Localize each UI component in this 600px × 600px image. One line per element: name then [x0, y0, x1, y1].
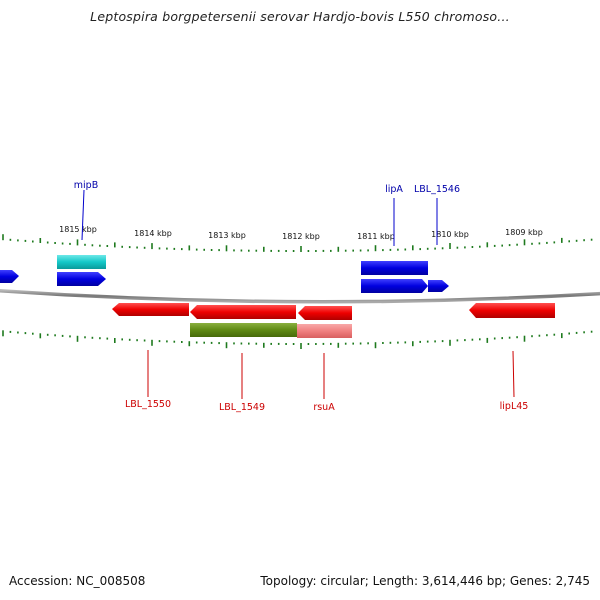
ruler-label-1815: 1815 kbp: [59, 225, 97, 234]
accession-text: Accession: NC_008508: [9, 574, 146, 588]
ruler-label-1810: 1810 kbp: [431, 230, 469, 239]
gene-label-lbl-1546[interactable]: LBL_1546: [414, 184, 460, 195]
gene-arrow-forward[interactable]: [0, 270, 19, 283]
ruler-label-1814: 1814 kbp: [134, 229, 172, 238]
cds-feature-olive[interactable]: [190, 323, 297, 337]
gene-arrow-forward[interactable]: [428, 280, 449, 292]
page-title: Leptospira borgpetersenii serovar Hardjo…: [90, 9, 510, 24]
gene-arrow-forward[interactable]: [361, 279, 428, 293]
gene-label-lbl-1550[interactable]: LBL_1550: [125, 399, 171, 410]
ruler-ticks-bottom: [2, 330, 593, 349]
reverse-strand-features: [112, 303, 555, 338]
cds-feature-pink[interactable]: [297, 324, 352, 338]
top-gene-labels: mipB lipA LBL_1546: [74, 180, 460, 246]
ruler-labels: 1815 kbp 1814 kbp 1813 kbp 1812 kbp 1811…: [59, 225, 543, 241]
ruler-label-1812: 1812 kbp: [282, 232, 320, 241]
gene-label-lipl45[interactable]: lipL45: [500, 401, 529, 412]
gene-arrow-reverse[interactable]: [190, 305, 296, 319]
gene-label-lbl-1549[interactable]: LBL_1549: [219, 402, 265, 413]
ruler-ticks-top: [2, 234, 593, 252]
cds-feature-cyan[interactable]: [57, 255, 106, 269]
gene-label-mipb[interactable]: mipB: [74, 180, 98, 191]
bottom-gene-labels: LBL_1550 LBL_1549 rsuA lipL45: [125, 350, 528, 413]
gene-arrow-forward[interactable]: [57, 272, 106, 286]
forward-strand-features: [0, 255, 449, 293]
gene-label-lipa[interactable]: lipA: [385, 184, 403, 195]
gene-arrow-reverse[interactable]: [298, 306, 352, 320]
gene-arrow-forward[interactable]: [361, 261, 428, 275]
chromosome-backbone: [0, 288, 600, 304]
ruler-label-1813: 1813 kbp: [208, 231, 246, 240]
ruler-label-1811: 1811 kbp: [357, 232, 395, 241]
genome-summary-text: Topology: circular; Length: 3,614,446 bp…: [260, 574, 590, 588]
gene-label-rsua[interactable]: rsuA: [313, 402, 335, 413]
gene-arrow-reverse[interactable]: [469, 303, 555, 318]
gene-arrow-reverse[interactable]: [112, 303, 189, 316]
ruler-label-1809: 1809 kbp: [505, 228, 543, 237]
